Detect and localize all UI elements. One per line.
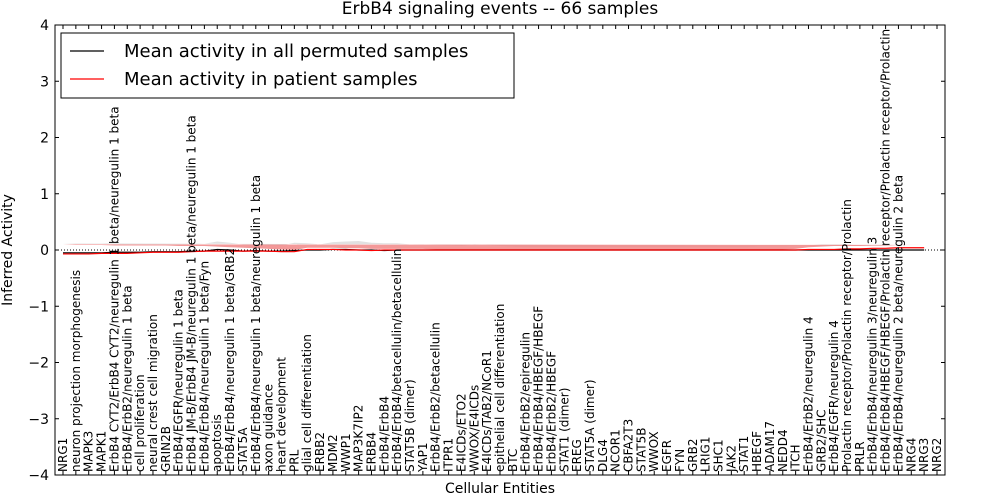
y-tick-label: −4 [28,468,49,484]
x-tick-label: ErbB4 CYT2/ErbB4 CYT2/neuregulin 1 beta/… [107,106,121,472]
y-tick-label: −2 [28,356,49,372]
x-tick-label: ErbB4/EGFR/neuregulin 1 beta [172,289,186,472]
x-tick-label: ErbB4/ErbB2/HBEGF [544,351,558,472]
x-tick-label: ErbB4/ErbB2/neuregulin 1 beta [120,285,134,472]
x-tick-label: ERBB4 [364,432,378,472]
x-tick-label: EREG [570,439,584,472]
x-tick-label: ErbB4/ErbB2/neuregulin 4 [801,316,815,472]
x-tick-label: NRG4 [904,438,918,472]
x-tick-label: MAPK1 [95,431,109,472]
x-tick-label: E4ICDs/ETO2 [454,393,468,472]
x-tick-label: NEDD4 [776,429,790,472]
x-tick-label: Prolactin receptor/Prolactin receptor/Pr… [840,199,854,472]
x-tick-label: neuron projection morphogenesis [69,270,83,472]
legend: Mean activity in all permuted samples Mea… [60,32,515,99]
x-tick-label: WWOX [647,431,661,472]
x-tick-label: MDM2 [326,434,340,472]
legend-label-2: Mean activity in patient samples [124,69,418,90]
x-tick-label: ErbB4/ErbB4/neuregulin 1 beta/Fyn [197,261,211,472]
y-tick-label: −3 [28,412,49,428]
x-tick-label: STAT1 (dimer) [557,388,571,472]
x-tick-label: GRB2 [686,438,700,472]
x-tick-label: apoptosis [210,414,224,472]
x-tick-label: GRB2/SHC [814,409,828,472]
x-tick-label: MAP3K7IP2 [352,405,366,472]
x-tick-label: DLG4 [596,439,610,472]
series-lines [63,247,925,255]
x-tick-label: neural crest cell migration [146,314,160,472]
x-axis-label: Cellular Entities [445,481,555,497]
y-tick-label: 4 [40,18,49,34]
y-tick-label: 3 [40,74,49,90]
x-tick-label: LRIG1 [699,437,713,473]
x-tick-label: ErbB4/ErbB2/epiregulin [519,332,533,472]
x-tick-label: SHC1 [712,439,726,472]
x-tick-label: ErbB4/EGFR/neuregulin 4 [827,320,841,472]
x-tick-label: GRIN2B [159,426,173,472]
x-tick-label: axon guidance [262,384,276,472]
x-tick-label: ErbB4/ErbB4/neuregulin 3/neuregulin 3 [866,237,880,472]
x-tick-label: HBEGF [750,431,764,472]
x-tick-label: STAT5A (dimer) [583,379,597,472]
x-tick-label: ErbB4/ErbB4/HBEGF/HBEGF [532,306,546,472]
x-tick-label: E4ICDs/TAB2/NCoR1 [480,350,494,472]
y-axis-label: Inferred Activity [0,194,16,306]
y-tick-label: −1 [28,299,49,315]
x-tick-label: PRLR [853,441,867,472]
x-tick-label: ErbB4/ErbB4/neuregulin 1 beta/GRB2 [223,248,237,472]
x-tick-label: WWP1 [339,433,353,472]
x-tick-label: MAPK3 [82,431,96,472]
confidence-bands [63,241,925,250]
legend-label-1: Mean activity in all permuted samples [124,41,468,62]
y-tick-label: 2 [40,131,49,147]
x-tick-label: ErbB4 JM-B/ErbB4 JM-B/neuregulin 1 beta/… [185,115,199,472]
x-tick-label: NRG1 [56,438,70,472]
x-tick-label: ITPR1 [442,438,456,472]
x-tick-label: ErbB4/ErbB4/neuregulin 1 beta/neuregulin… [249,175,263,472]
x-tick-label: STAT1 [737,436,751,472]
y-tick-label: 1 [40,187,49,203]
x-tick-label: cell proliferation [133,374,147,472]
line-series-2 [63,247,925,255]
x-tick-label: YAP1 [416,443,430,473]
x-tick-label: ErbB4/ErbB4/HBEGF/HBEGF/Prolactin recept… [879,29,893,472]
x-tick-label: STAT5B [634,428,648,473]
x-tick-label: ADAM17 [763,421,777,472]
x-tick-label: epithelial cell differentiation [493,304,507,472]
x-tick-label: glial cell differentiation [300,334,314,472]
x-tick-label: ITCH [789,444,803,472]
x-tick-label: NRG2 [930,438,944,472]
x-tick-label: heart development [275,357,289,472]
x-tick-label: PRL [287,449,301,472]
x-tick-label: ErbB4/ErbB4 [377,396,391,472]
x-tick-label: NRG3 [917,438,931,472]
x-tick-label: ErbB4/ErbB4/betacellulin/betacellulin [390,249,404,472]
x-tick-label: STAT5B (dimer) [403,379,417,472]
chart-title: ErbB4 signaling events -- 66 samples [342,0,659,19]
legend-box [60,32,515,99]
x-tick-label: FYN [673,449,687,472]
x-tick-label: WWOX/E4ICDs [467,385,481,472]
axis-ticks [55,24,945,476]
x-tick-label: ErbB4/ErbB4/neuregulin 2 beta/neuregulin… [891,175,905,472]
band-series-2 [63,244,925,250]
x-tick-label: BTC [506,449,520,472]
x-tick-label: JAK2 [724,445,738,473]
x-tick-label: ErbB4/ErbB2/betacellulin [429,322,443,472]
x-tick-label: STAT5A [236,427,250,472]
y-tick-label: 0 [40,243,49,259]
y-tick-labels: −4 −3 −2 −1 0 1 2 3 4 [28,18,49,484]
x-tick-label: NCOR1 [609,429,623,472]
x-tick-label: EGFR [660,440,674,472]
x-tick-label: ERBB2 [313,432,327,472]
x-tick-label: CBFA2T3 [622,419,636,472]
